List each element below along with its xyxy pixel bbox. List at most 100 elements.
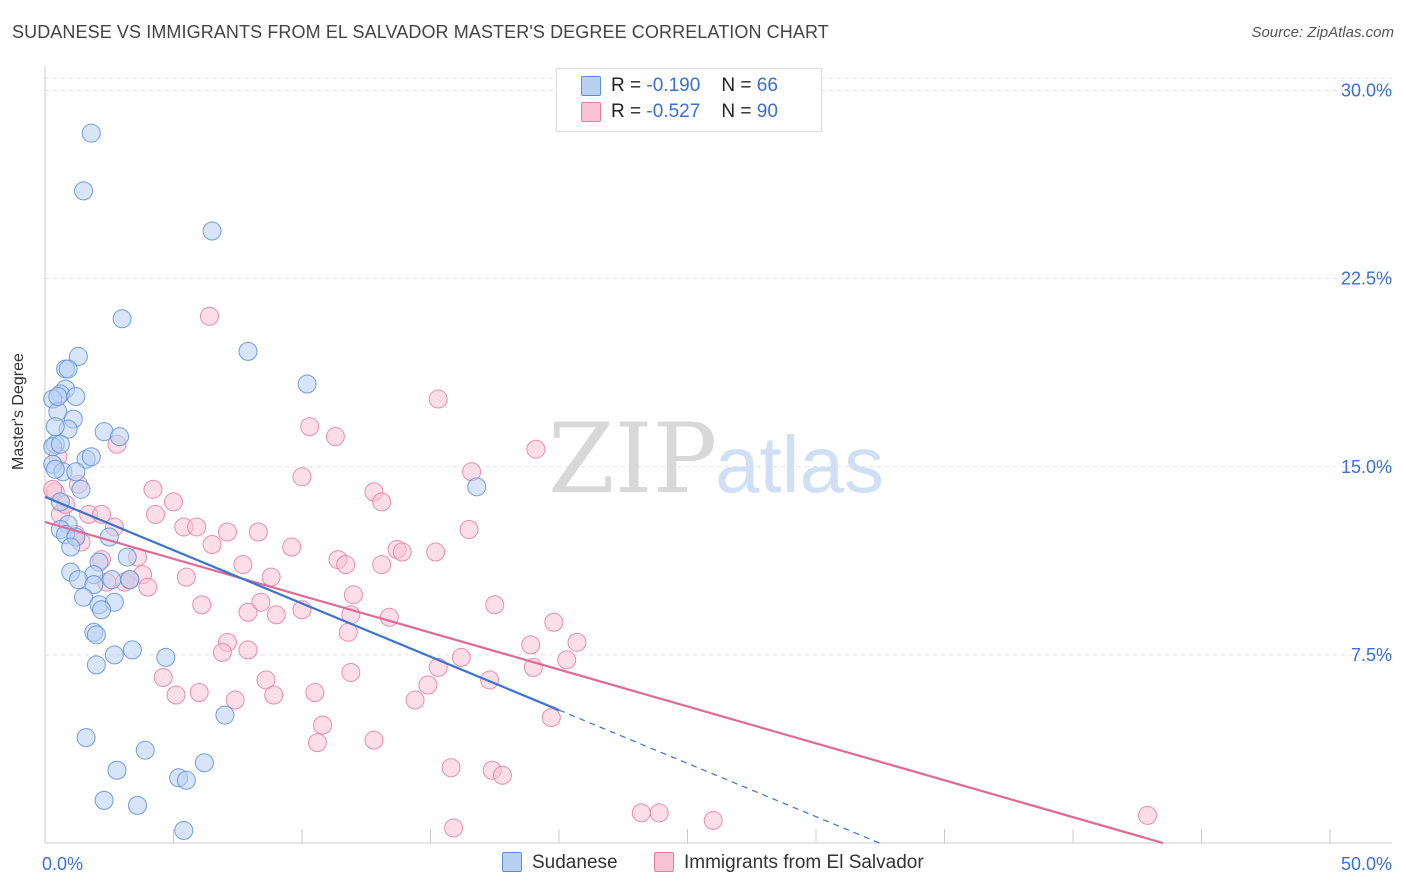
data-point — [199, 306, 219, 326]
data-point — [225, 690, 245, 710]
data-point — [451, 647, 471, 667]
data-point — [50, 492, 70, 512]
bottom-legend-label-sudanese: Sudanese — [532, 852, 618, 873]
data-point — [264, 685, 284, 705]
data-point — [215, 705, 235, 725]
data-point — [92, 600, 112, 620]
data-point — [71, 479, 91, 499]
trend-line-sudanese — [44, 495, 560, 712]
data-point — [194, 753, 214, 773]
data-point — [364, 730, 384, 750]
data-point — [444, 818, 464, 838]
data-point — [117, 547, 137, 567]
data-point — [544, 612, 564, 632]
data-point — [110, 427, 130, 447]
data-point — [86, 655, 106, 675]
data-point — [174, 820, 194, 840]
legend-n-label: N = — [721, 101, 752, 122]
legend-r-label: R = — [611, 101, 642, 122]
data-point — [631, 803, 651, 823]
data-point — [492, 765, 512, 785]
legend-swatch-el-salvador — [581, 101, 601, 122]
legend-swatch-sudanese — [581, 75, 601, 96]
legend-row-sudanese: R = -0.190 N = 66 — [581, 75, 778, 99]
data-point — [341, 662, 361, 682]
data-point — [418, 675, 438, 695]
data-point — [187, 517, 207, 537]
data-point — [428, 389, 448, 409]
data-point — [485, 595, 505, 615]
legend: R = -0.190 N = 66 R = -0.527 N = 90 — [556, 68, 822, 132]
axes — [44, 66, 1392, 844]
series-el-salvador — [43, 306, 1158, 838]
data-point — [156, 647, 176, 667]
data-point — [480, 670, 500, 690]
data-point — [66, 387, 86, 407]
data-point — [102, 570, 122, 590]
data-point — [300, 417, 320, 437]
data-point — [153, 667, 173, 687]
source-label: Source: ZipAtlas.com — [1251, 24, 1394, 41]
data-point — [405, 690, 425, 710]
data-point — [189, 683, 209, 703]
data-point — [217, 522, 237, 542]
data-point — [703, 810, 723, 830]
data-point — [192, 595, 212, 615]
data-point — [202, 535, 222, 555]
data-point — [166, 685, 186, 705]
data-point — [238, 640, 258, 660]
data-point — [94, 790, 114, 810]
data-point — [76, 728, 96, 748]
data-point — [256, 670, 276, 690]
trend-line-sudanese-extension — [558, 709, 880, 844]
data-point — [292, 467, 312, 487]
data-point — [426, 542, 446, 562]
series-sudanese — [43, 123, 487, 840]
data-point — [120, 570, 140, 590]
bottom-legend-el-salvador: Immigrants from El Salvador — [654, 852, 924, 874]
data-point — [146, 504, 166, 524]
x-tick-labels: 0.0% 50.0% — [42, 854, 1392, 874]
data-point — [104, 645, 124, 665]
data-point — [176, 770, 196, 790]
data-point — [238, 341, 258, 361]
data-point — [459, 519, 479, 539]
data-point — [81, 447, 101, 467]
data-point — [282, 537, 302, 557]
trend-line-el-salvador — [44, 520, 1164, 845]
data-point — [557, 650, 577, 670]
legend-row-el-salvador: R = -0.527 N = 90 — [581, 101, 778, 125]
data-point — [526, 439, 546, 459]
data-point — [81, 123, 101, 143]
data-point — [212, 642, 232, 662]
data-point — [372, 492, 392, 512]
watermark-atlas: atlas — [715, 420, 884, 509]
data-point — [112, 309, 132, 329]
data-point — [1138, 805, 1158, 825]
data-point — [176, 567, 196, 587]
chart-title: SUDANESE VS IMMIGRANTS FROM EL SALVADOR … — [12, 22, 829, 42]
data-point — [521, 635, 541, 655]
y-tick-label: 15.0% — [1341, 457, 1392, 477]
data-point — [48, 387, 68, 407]
data-point — [84, 575, 104, 595]
data-point — [261, 567, 281, 587]
bottom-legend-sudanese: Sudanese — [502, 852, 618, 874]
data-point — [138, 577, 158, 597]
data-point — [45, 459, 65, 479]
data-point — [143, 479, 163, 499]
x-tick-label: 50.0% — [1341, 854, 1392, 874]
y-axis-label: Master's Degree — [10, 353, 27, 470]
data-point — [74, 181, 94, 201]
data-point — [164, 492, 183, 512]
data-point — [86, 625, 106, 645]
data-point — [372, 555, 392, 575]
trend-lines — [44, 495, 1164, 845]
data-point — [325, 427, 345, 447]
data-point — [541, 708, 561, 728]
data-point — [122, 640, 142, 660]
data-point — [307, 733, 327, 753]
data-point — [336, 555, 356, 575]
legend-r-value: -0.527 — [646, 101, 701, 122]
